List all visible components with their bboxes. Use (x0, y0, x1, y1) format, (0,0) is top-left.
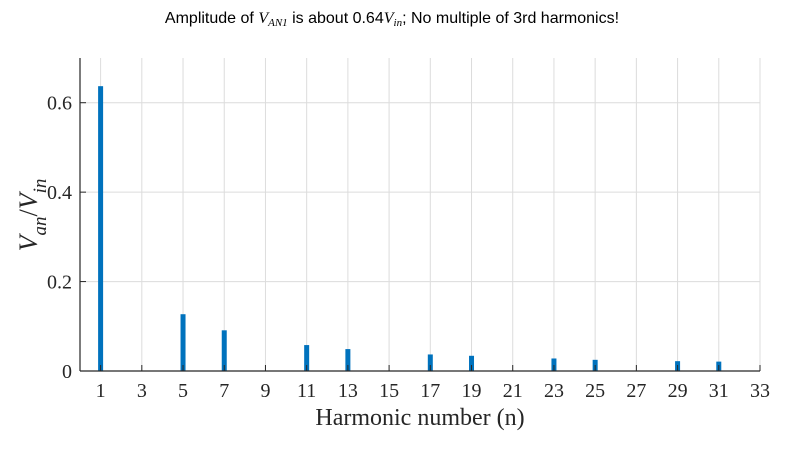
x-tick-label: 5 (178, 380, 188, 402)
chart-title: Amplitude of VAN1 is about 0.64Vin; No m… (165, 10, 619, 29)
x-tick-label: 17 (420, 380, 440, 402)
x-tick-label: 21 (503, 380, 523, 402)
x-tick-label: 27 (626, 380, 646, 402)
title-mid: is about 0.64 (288, 10, 384, 27)
x-axis-label: Harmonic number (n) (315, 405, 524, 431)
bar (221, 330, 227, 371)
y-axis-label: Van/Vin (14, 179, 51, 252)
x-tick-label: 29 (668, 380, 688, 402)
x-tick-label: 11 (297, 380, 316, 402)
y-tick-labels: 0 0.2 0.4 0.6 (47, 93, 72, 383)
ylabel-den-sub: in (30, 179, 51, 194)
y-tick-label: 0.2 (47, 272, 72, 294)
bar (180, 314, 186, 371)
x-tick-label: 23 (544, 380, 564, 402)
ylabel-num-sub: an (30, 217, 51, 236)
x-tick-label: 3 (137, 380, 147, 402)
y-tick-label: 0 (62, 361, 72, 383)
bars-group (98, 86, 722, 372)
x-tick-label: 1 (96, 380, 106, 402)
bar (427, 354, 433, 371)
x-tick-labels: 1 3 5 7 9 11 13 15 17 19 21 23 25 27 29 31 33 (96, 380, 770, 402)
bar (304, 345, 310, 371)
bar (551, 358, 557, 371)
title-suffix: ; No multiple of 3rd harmonics! (402, 10, 619, 27)
x-tick-label: 7 (219, 380, 229, 402)
x-tick-label: 13 (338, 380, 358, 402)
title-var1-sub: AN1 (267, 17, 288, 29)
ylabel-slash: / (14, 209, 43, 217)
x-tick-label: 31 (709, 380, 729, 402)
title-prefix: Amplitude of (165, 10, 258, 27)
x-tick-label: 19 (462, 380, 482, 402)
y-tick-label: 0.6 (47, 93, 72, 115)
y-tick-label: 0.4 (47, 182, 72, 204)
ylabel-den: V (14, 190, 43, 209)
title-var1: V (258, 10, 270, 27)
bar (98, 86, 104, 372)
grid-lines (80, 58, 761, 371)
x-tick-label: 15 (379, 380, 399, 402)
bar (469, 355, 475, 371)
bar (345, 349, 351, 371)
ylabel-num: V (14, 232, 43, 251)
title-var2: V (384, 10, 396, 27)
axes (79, 58, 761, 372)
title-var2-sub: in (394, 17, 403, 29)
x-tick-label: 33 (750, 380, 770, 402)
x-tick-label: 25 (585, 380, 605, 402)
x-tick-label: 9 (260, 380, 270, 402)
